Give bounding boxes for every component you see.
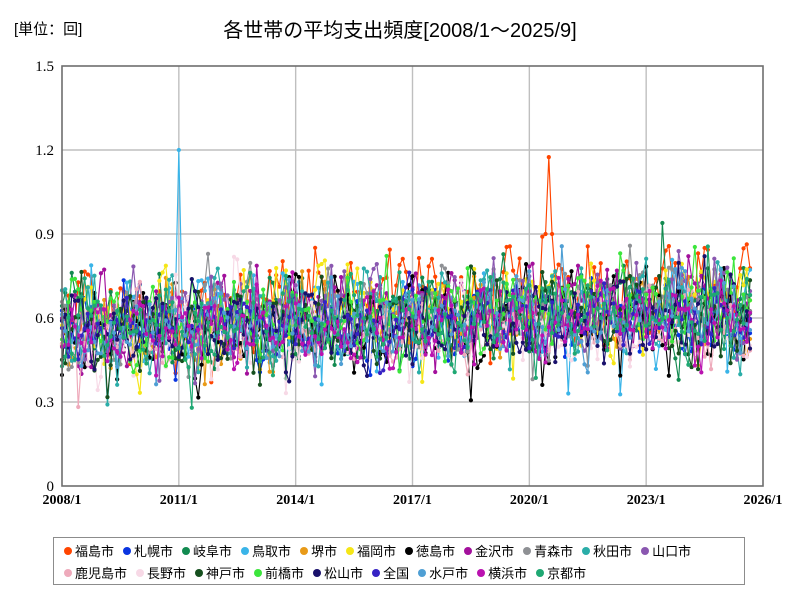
legend-item-水戸市[interactable]: 水戸市: [418, 567, 468, 580]
legend-item-鳥取市[interactable]: 鳥取市: [241, 545, 291, 558]
legend-label: 横浜市: [488, 565, 528, 581]
legend-marker-icon: [241, 547, 250, 555]
legend-marker-icon: [523, 547, 532, 555]
legend-label: 長野市: [147, 565, 187, 581]
legend-marker-icon: [582, 547, 591, 555]
svg-text:1.5: 1.5: [35, 59, 54, 75]
legend-item-金沢市[interactable]: 金沢市: [464, 545, 514, 558]
series-layer: [59, 147, 753, 410]
legend-label: 堺市: [311, 543, 338, 559]
legend-marker-icon: [641, 547, 650, 555]
legend-label: 岐阜市: [193, 543, 233, 559]
svg-text:0.9: 0.9: [35, 227, 54, 243]
legend-label: 全国: [383, 565, 410, 581]
chart-legend: 福島市 札幌市 岐阜市 鳥取市 堺市 福岡市 徳島市 金沢市 青森市 秋田市 山口市鹿児島市 長野市 神…: [53, 537, 745, 585]
legend-marker-icon: [405, 547, 414, 555]
svg-text:2023/1: 2023/1: [627, 493, 666, 508]
svg-text:1.2: 1.2: [35, 143, 54, 159]
legend-label: 札幌市: [134, 543, 174, 559]
legend-label: 福島市: [75, 543, 115, 559]
legend-marker-icon: [136, 569, 145, 577]
legend-marker-icon: [464, 547, 473, 555]
legend-item-京都市[interactable]: 京都市: [536, 567, 586, 580]
chart-plot-area: 0 0.3 0.6 0.9 1.2 1.5 2008/1 2011/1 2014/1 2017/…: [35, 59, 783, 508]
legend-item-長野市[interactable]: 長野市: [136, 567, 186, 580]
legend-item-鹿児島市[interactable]: 鹿児島市: [64, 567, 127, 580]
legend-item-青森市[interactable]: 青森市: [523, 545, 573, 558]
legend-label: 鹿児島市: [75, 565, 128, 581]
legend-marker-icon: [254, 569, 263, 577]
svg-text:2020/1: 2020/1: [510, 493, 549, 508]
legend-label: 金沢市: [475, 543, 515, 559]
legend-item-横浜市[interactable]: 横浜市: [477, 567, 527, 580]
legend-marker-icon: [64, 569, 72, 577]
svg-text:0.3: 0.3: [35, 395, 54, 411]
legend-row: 福島市 札幌市 岐阜市 鳥取市 堺市 福岡市 徳島市 金沢市 青森市 秋田市 山口市: [54, 540, 744, 562]
legend-item-神戸市[interactable]: 神戸市: [195, 567, 245, 580]
chart-title: 各世帯の平均支出頻度[2008/1〜2025/9]: [223, 20, 577, 42]
legend-marker-icon: [477, 569, 486, 577]
legend-marker-icon: [123, 547, 132, 555]
legend-item-前橋市[interactable]: 前橋市: [254, 567, 304, 580]
legend-marker-icon: [313, 569, 322, 577]
svg-text:2014/1: 2014/1: [276, 493, 315, 508]
legend-item-山口市[interactable]: 山口市: [641, 545, 691, 558]
svg-text:0.6: 0.6: [35, 311, 54, 327]
legend-marker-icon: [64, 547, 72, 555]
legend-marker-icon: [372, 569, 381, 577]
legend-item-秋田市[interactable]: 秋田市: [582, 545, 632, 558]
legend-label: 秋田市: [593, 543, 633, 559]
legend-item-全国[interactable]: 全国: [372, 567, 409, 580]
svg-text:2026/1: 2026/1: [744, 493, 783, 508]
svg-text:2011/1: 2011/1: [160, 493, 198, 508]
unit-label: [単位：回]: [14, 21, 83, 38]
series-京都市: [59, 244, 753, 410]
legend-marker-icon: [300, 547, 309, 555]
legend-label: 前橋市: [265, 565, 305, 581]
legend-marker-icon: [182, 547, 191, 555]
legend-label: 水戸市: [429, 565, 469, 581]
legend-item-福岡市[interactable]: 福岡市: [346, 545, 396, 558]
legend-item-堺市[interactable]: 堺市: [300, 545, 337, 558]
legend-marker-icon: [418, 569, 427, 577]
svg-text:0: 0: [47, 479, 55, 495]
legend-label: 鳥取市: [252, 543, 292, 559]
legend-marker-icon: [346, 547, 355, 555]
legend-label: 松山市: [324, 565, 364, 581]
x-axis-tick-labels: 2008/1 2011/1 2014/1 2017/1 2020/1 2023/1 2026…: [43, 493, 783, 508]
legend-label: 京都市: [547, 565, 587, 581]
legend-label: 青森市: [534, 543, 574, 559]
axis-frame: [61, 65, 764, 487]
legend-item-札幌市[interactable]: 札幌市: [123, 545, 173, 558]
legend-item-岐阜市[interactable]: 岐阜市: [182, 545, 232, 558]
legend-row: 鹿児島市 長野市 神戸市 前橋市 松山市 全国 水戸市 横浜市 京都市: [54, 562, 744, 584]
legend-label: 福岡市: [357, 543, 397, 559]
legend-item-松山市[interactable]: 松山市: [313, 567, 363, 580]
legend-label: 山口市: [652, 543, 692, 559]
legend-item-福島市[interactable]: 福島市: [64, 545, 114, 558]
svg-text:2017/1: 2017/1: [393, 493, 432, 508]
legend-label: 徳島市: [416, 543, 456, 559]
y-axis-tick-labels: 0 0.3 0.6 0.9 1.2 1.5: [35, 59, 54, 495]
svg-text:2008/1: 2008/1: [43, 493, 82, 508]
legend-marker-icon: [536, 569, 545, 577]
legend-marker-icon: [195, 569, 204, 577]
legend-item-徳島市[interactable]: 徳島市: [405, 545, 455, 558]
legend-label: 神戸市: [206, 565, 246, 581]
